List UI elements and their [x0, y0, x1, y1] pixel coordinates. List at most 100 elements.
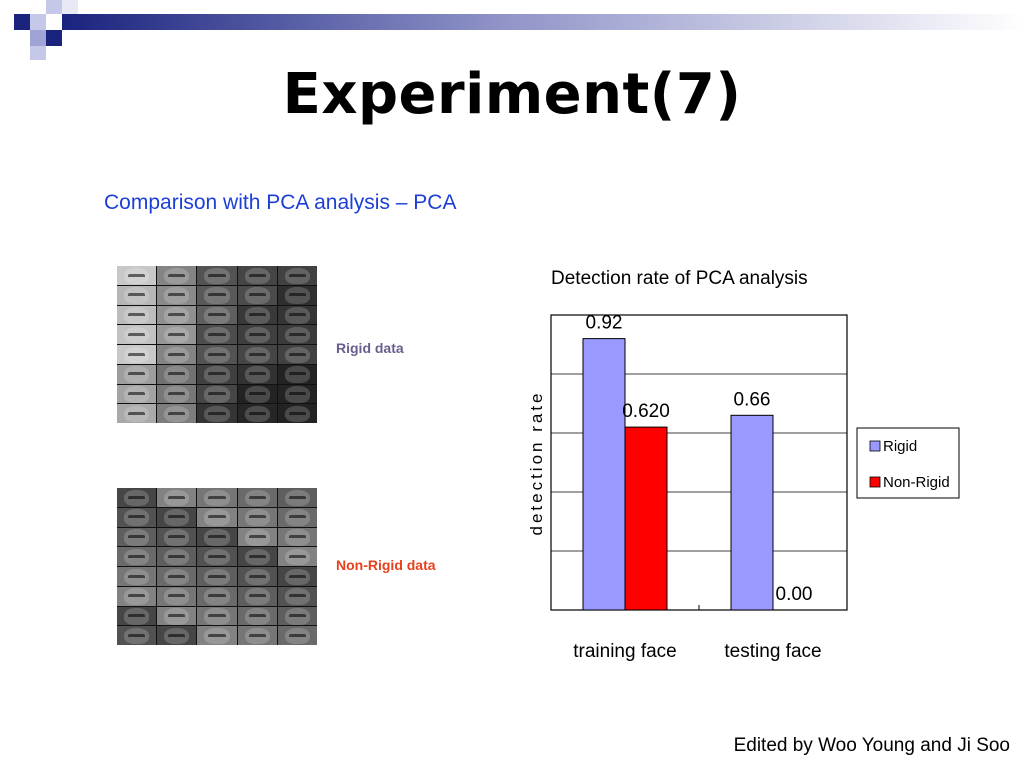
chart-ylabel: detection rate [527, 390, 546, 535]
face-thumbnail [157, 547, 197, 566]
data-label: 0.00 [776, 584, 813, 605]
face-thumbnail [157, 507, 197, 527]
face-thumbnail [117, 586, 157, 606]
subtitle: Comparison with PCA analysis – PCA [104, 191, 457, 214]
face-thumbnail [117, 305, 157, 325]
face-thumbnail [117, 325, 157, 344]
face-thumbnail [157, 404, 197, 423]
face-thumbnail [237, 364, 277, 384]
face-thumbnail [197, 606, 237, 626]
face-thumbnail [157, 626, 197, 645]
face-thumbnail [237, 345, 277, 364]
face-thumbnail [237, 567, 277, 586]
rigid-face-image [117, 266, 317, 423]
face-thumbnail [157, 325, 197, 344]
face-thumbnail [197, 567, 237, 586]
face-thumbnail [237, 384, 277, 404]
face-thumbnail [157, 606, 197, 626]
face-thumbnail [277, 325, 317, 344]
face-thumbnail [277, 384, 317, 404]
legend-entry: Non-Rigid [883, 474, 950, 491]
face-thumbnail [157, 364, 197, 384]
face-thumbnail [157, 527, 197, 547]
header-decoration [14, 0, 1024, 60]
face-thumbnail [197, 325, 237, 344]
face-thumbnail [157, 586, 197, 606]
legend-entry: Rigid [883, 438, 917, 455]
face-thumbnail [117, 527, 157, 547]
face-thumbnail [277, 567, 317, 586]
face-thumbnail [237, 586, 277, 606]
face-thumbnail [237, 488, 277, 507]
footer-credit: Edited by Woo Young and Ji Soo [733, 735, 1010, 756]
face-thumbnail [277, 586, 317, 606]
legend-swatch [869, 476, 881, 488]
x-tick-label: testing face [724, 641, 821, 662]
face-thumbnail [197, 404, 237, 423]
face-thumbnail [237, 527, 277, 547]
face-thumbnail [197, 586, 237, 606]
bar-rigid-0 [582, 338, 626, 611]
face-thumbnail [197, 285, 237, 305]
detection-rate-chart: Detection rate of PCA analysis detection… [527, 268, 960, 662]
face-thumbnail [117, 384, 157, 404]
face-thumbnail [277, 507, 317, 527]
data-label: 0.92 [586, 313, 623, 334]
face-thumbnail [197, 507, 237, 527]
face-thumbnail [157, 567, 197, 586]
face-thumbnail [197, 345, 237, 364]
face-thumbnail [157, 285, 197, 305]
face-thumbnail [197, 364, 237, 384]
face-thumbnail [237, 606, 277, 626]
face-thumbnail [237, 547, 277, 566]
face-thumbnail [117, 266, 157, 285]
nonrigid-data-label: Non-Rigid data [336, 557, 436, 573]
face-thumbnail [117, 626, 157, 645]
face-thumbnail [197, 547, 237, 566]
face-thumbnail [277, 527, 317, 547]
face-thumbnail [197, 488, 237, 507]
face-thumbnail [117, 567, 157, 586]
face-thumbnail [237, 507, 277, 527]
face-thumbnail [277, 305, 317, 325]
face-thumbnail [277, 364, 317, 384]
face-thumbnail [117, 345, 157, 364]
face-thumbnail [117, 404, 157, 423]
bar-non-rigid-0 [624, 426, 668, 611]
chart-title: Detection rate of PCA analysis [551, 268, 808, 289]
legend-swatch [869, 440, 881, 452]
page-title: Experiment(7) [282, 62, 742, 127]
face-thumbnail [157, 266, 197, 285]
rigid-data-label: Rigid data [336, 340, 404, 356]
face-thumbnail [237, 626, 277, 645]
x-tick-label: training face [573, 641, 677, 662]
face-thumbnail [157, 488, 197, 507]
nonrigid-face-image [117, 488, 317, 645]
face-thumbnail [117, 488, 157, 507]
face-thumbnail [237, 266, 277, 285]
face-thumbnail [277, 345, 317, 364]
face-thumbnail [277, 404, 317, 423]
face-thumbnail [117, 285, 157, 305]
face-thumbnail [197, 626, 237, 645]
face-thumbnail [197, 266, 237, 285]
face-thumbnail [277, 488, 317, 507]
face-thumbnail [117, 507, 157, 527]
face-thumbnail [157, 305, 197, 325]
face-thumbnail [277, 285, 317, 305]
data-label: 0.66 [734, 389, 771, 410]
face-thumbnail [117, 364, 157, 384]
face-thumbnail [197, 384, 237, 404]
face-thumbnail [117, 547, 157, 566]
face-thumbnail [277, 547, 317, 566]
face-thumbnail [237, 305, 277, 325]
face-thumbnail [157, 345, 197, 364]
face-thumbnail [237, 404, 277, 423]
face-thumbnail [277, 626, 317, 645]
face-thumbnail [197, 305, 237, 325]
face-thumbnail [157, 384, 197, 404]
face-thumbnail [197, 527, 237, 547]
data-label: 0.620 [622, 401, 670, 422]
face-thumbnail [237, 325, 277, 344]
face-thumbnail [277, 266, 317, 285]
